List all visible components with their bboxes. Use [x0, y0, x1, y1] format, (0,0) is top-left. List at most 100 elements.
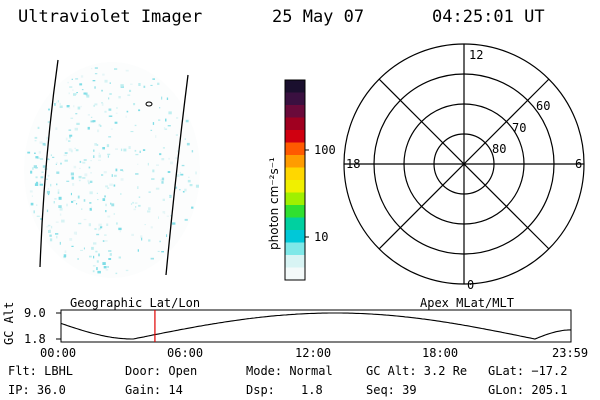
speckle: [144, 224, 146, 226]
speckle: [120, 193, 122, 195]
color-bar-band: [285, 80, 305, 93]
speckle: [105, 185, 108, 188]
timeline-y-axis-label: GC Alt: [2, 301, 16, 345]
speckle: [165, 118, 167, 122]
speckle: [176, 174, 180, 177]
speckle: [105, 269, 109, 271]
speckle: [152, 169, 155, 173]
speckle: [147, 162, 149, 166]
x-tick-2359: 23:59: [552, 346, 589, 360]
speckle: [81, 89, 84, 91]
speckle: [142, 149, 146, 151]
speckle: [48, 108, 50, 111]
speckle: [188, 176, 190, 178]
speckle: [118, 96, 121, 99]
speckle: [68, 106, 71, 109]
speckle: [187, 179, 191, 183]
speckle: [179, 189, 181, 191]
speckle: [104, 79, 108, 83]
speckle: [70, 192, 72, 196]
speckle: [160, 179, 162, 181]
speckle: [138, 204, 141, 207]
speckle: [98, 154, 101, 158]
lat-label-60: 60: [536, 99, 551, 113]
speckle: [93, 255, 95, 259]
speckle: [102, 73, 105, 76]
speckle: [87, 179, 90, 183]
speckle: [34, 140, 37, 142]
speckle: [137, 186, 139, 189]
speckle: [95, 250, 98, 253]
speckle: [55, 127, 58, 130]
color-bar-band: [285, 92, 305, 106]
speckle: [166, 215, 169, 217]
speckle: [41, 171, 44, 173]
speckle: [79, 160, 81, 163]
speckle: [141, 237, 143, 241]
speckle: [130, 83, 133, 85]
speckle: [195, 171, 197, 175]
speckle: [131, 233, 134, 236]
speckle: [195, 184, 199, 188]
speckle: [58, 205, 62, 208]
speckle: [97, 270, 101, 274]
speckle: [129, 89, 132, 92]
speckle: [135, 173, 139, 175]
speckle: [139, 150, 141, 153]
speckle: [102, 262, 106, 265]
speckle: [50, 225, 53, 229]
speckle: [170, 161, 174, 165]
orbit-altitude-curve: [60, 312, 571, 340]
speckle: [115, 168, 118, 172]
speckle: [94, 143, 97, 146]
speckle: [64, 250, 67, 253]
speckle: [42, 142, 46, 146]
speckle: [151, 178, 155, 180]
speckle: [87, 126, 90, 130]
color-bar-band: [285, 105, 305, 118]
speckle: [113, 184, 116, 187]
speckle: [69, 134, 73, 137]
terminator-right: [165, 74, 189, 276]
speckle: [184, 218, 188, 221]
speckle: [166, 234, 168, 237]
speckle: [179, 171, 181, 174]
speckle: [111, 174, 113, 177]
speckle: [80, 75, 84, 78]
speckle: [115, 272, 118, 275]
speckle: [152, 122, 155, 125]
speckle: [75, 113, 78, 115]
speckle: [110, 202, 112, 205]
speckle: [159, 153, 162, 156]
speckle: [138, 83, 141, 86]
speckle: [48, 158, 50, 161]
speckle: [96, 192, 98, 194]
speckle: [100, 226, 103, 229]
x-tick-1200: 12:00: [295, 346, 332, 360]
speckle: [75, 78, 79, 80]
speckle: [125, 115, 127, 118]
speckle: [87, 114, 90, 116]
speckle: [71, 200, 74, 203]
speckle: [133, 103, 136, 106]
speckle: [77, 258, 79, 260]
speckle: [70, 117, 74, 119]
speckle: [96, 267, 98, 271]
color-bar-band: [285, 180, 305, 193]
speckle: [55, 221, 59, 223]
speckle: [89, 202, 92, 204]
speckle: [35, 156, 39, 159]
gain-readout: Gain: 14: [125, 383, 183, 397]
speckle: [175, 157, 179, 160]
speckle: [91, 246, 94, 250]
speckle: [90, 160, 92, 162]
speckle: [126, 110, 129, 113]
speckle: [46, 136, 48, 140]
speckle: [58, 196, 62, 200]
speckle: [96, 233, 100, 236]
speckle: [159, 240, 161, 243]
speckle: [170, 215, 172, 217]
speckle: [166, 97, 169, 100]
speckle: [90, 120, 94, 123]
speckle: [56, 101, 58, 104]
